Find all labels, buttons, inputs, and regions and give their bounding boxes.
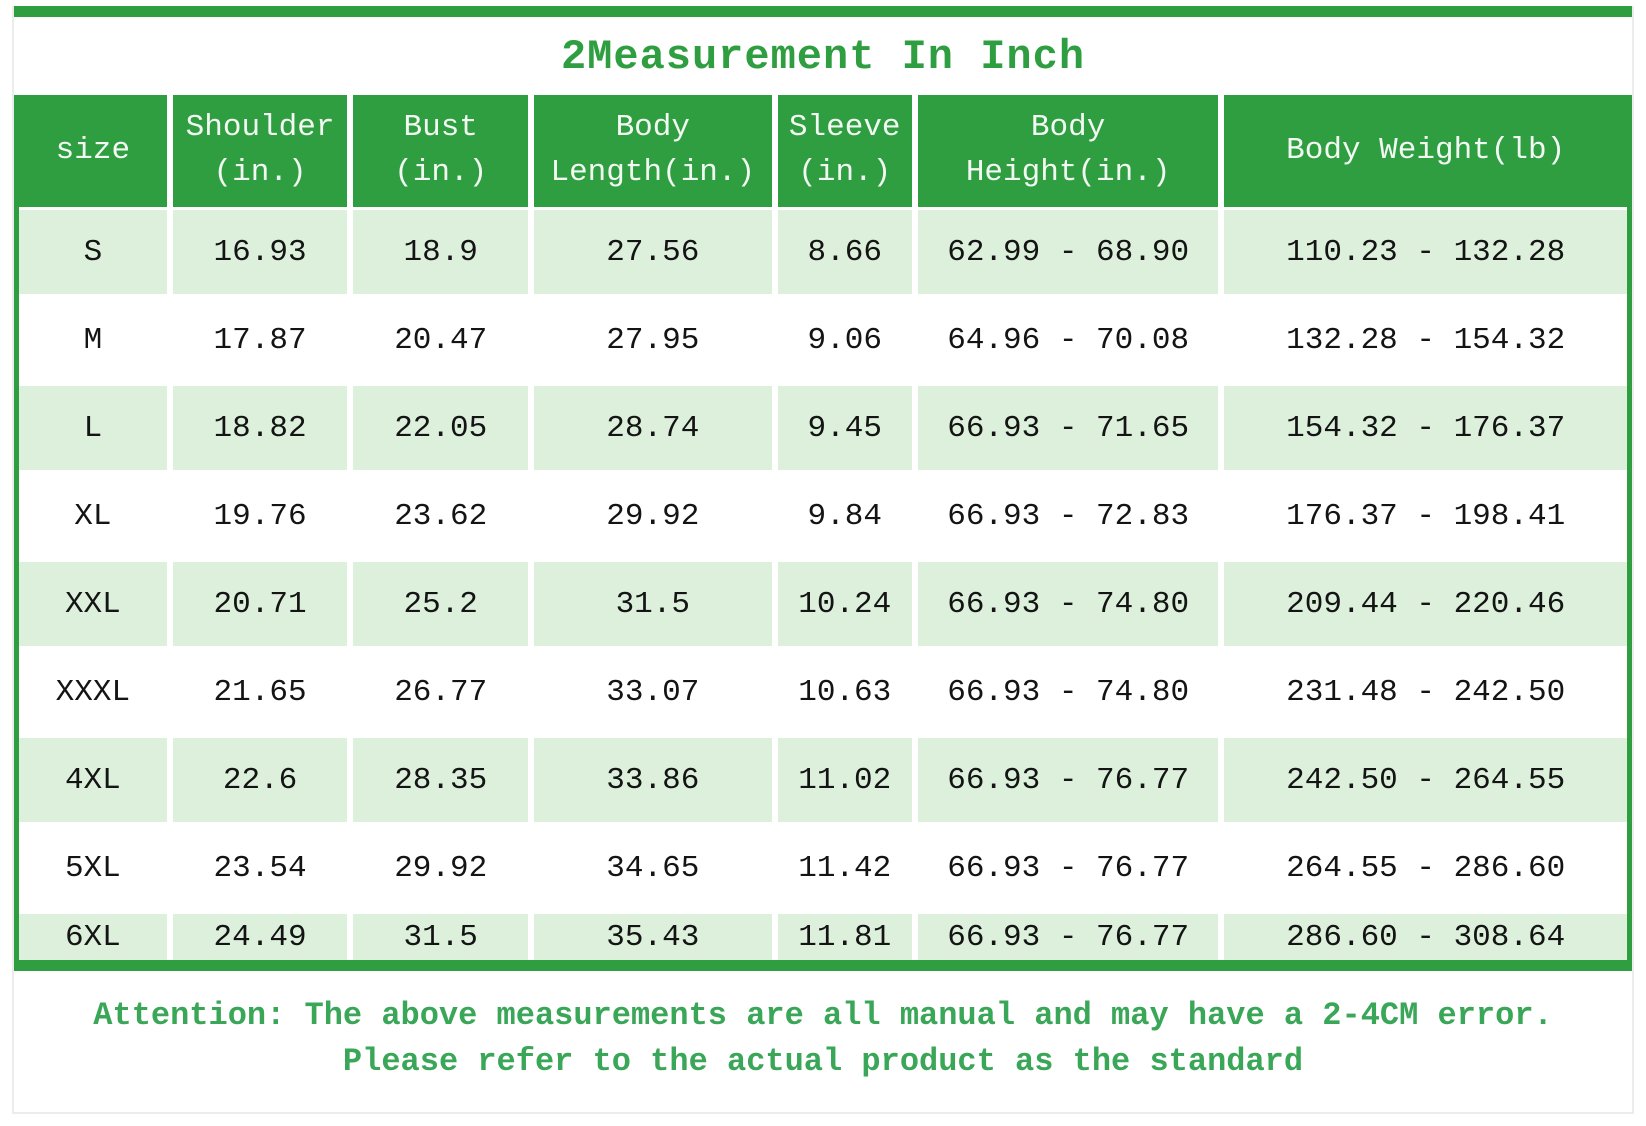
value-cell: 31.5 [350, 912, 535, 966]
value-cell: 27.95 [531, 296, 778, 386]
value-cell: 10.63 [774, 648, 918, 738]
value-cell: 9.84 [774, 472, 918, 562]
value-cell: 28.74 [531, 384, 778, 474]
table-header: size Shoulder (in.) Bust (in.) Body Length(in.… [16, 95, 1630, 210]
table-row-6xl: 6XL 24.49 31.5 35.43 11.81 66.93 - 76.77 286.6… [16, 912, 1630, 966]
value-cell: 264.55 - 286.60 [1221, 824, 1630, 914]
value-cell: 154.32 - 176.37 [1221, 384, 1630, 474]
value-cell: 31.5 [531, 560, 778, 650]
value-cell: 35.43 [531, 912, 778, 966]
value-cell: 209.44 - 220.46 [1221, 560, 1630, 650]
value-cell: 27.56 [531, 208, 778, 298]
value-cell: 19.76 [169, 472, 354, 562]
value-cell: 8.66 [774, 208, 918, 298]
value-cell: 22.05 [350, 384, 535, 474]
value-cell: 66.93 - 74.80 [914, 648, 1225, 738]
attention-line-1: Attention: The above measurements are al… [93, 997, 1553, 1034]
top-green-bar [14, 6, 1632, 17]
value-cell: 11.42 [774, 824, 918, 914]
value-cell: 18.9 [350, 208, 535, 298]
value-cell: 22.6 [169, 736, 354, 826]
value-cell: 25.2 [350, 560, 535, 650]
size-chart-table: size Shoulder (in.) Bust (in.) Body Length(in.… [14, 95, 1632, 971]
header-row: size Shoulder (in.) Bust (in.) Body Length(in.… [16, 95, 1630, 210]
table-body: S 16.93 18.9 27.56 8.66 62.99 - 68.90 110.23 -… [16, 208, 1630, 966]
value-cell: 29.92 [350, 824, 535, 914]
value-cell: 66.93 - 76.77 [914, 824, 1225, 914]
value-cell: 34.65 [531, 824, 778, 914]
size-cell: XXL [16, 560, 173, 650]
column-header-body-length-in: Body Length(in.) [531, 95, 778, 210]
value-cell: 66.93 - 74.80 [914, 560, 1225, 650]
page-title: 2Measurement In Inch [560, 33, 1086, 81]
value-cell: 17.87 [169, 296, 354, 386]
value-cell: 231.48 - 242.50 [1221, 648, 1630, 738]
size-cell: L [16, 384, 173, 474]
value-cell: 16.93 [169, 208, 354, 298]
value-cell: 66.93 - 71.65 [914, 384, 1225, 474]
value-cell: 18.82 [169, 384, 354, 474]
size-cell: XXXL [16, 648, 173, 738]
column-header-bust-in: Bust (in.) [350, 95, 535, 210]
column-header-shoulder-in: Shoulder (in.) [169, 95, 354, 210]
attention-line-2: Please refer to the actual product as th… [342, 1043, 1304, 1081]
value-cell: 62.99 - 68.90 [914, 208, 1225, 298]
table-row-l: L 18.82 22.05 28.74 9.45 66.93 - 71.65 154.32 … [16, 384, 1630, 474]
size-cell: XL [16, 472, 173, 562]
column-header-sleeve-in: Sleeve (in.) [774, 95, 918, 210]
value-cell: 9.45 [774, 384, 918, 474]
value-cell: 20.71 [169, 560, 354, 650]
size-cell: 4XL [16, 736, 173, 826]
table-row-xxxl: XXXL 21.65 26.77 33.07 10.63 66.93 - 74.80 231… [16, 648, 1630, 738]
column-header-body-weight-lb: Body Weight(lb) [1221, 95, 1630, 210]
table-row-m: M 17.87 20.47 27.95 9.06 64.96 - 70.08 132.28 … [16, 296, 1630, 386]
size-chart-panel: 2Measurement In Inch size Shoulder (in.) Bu… [12, 6, 1634, 1114]
value-cell: 24.49 [169, 912, 354, 966]
value-cell: 26.77 [350, 648, 535, 738]
value-cell: 132.28 - 154.32 [1221, 296, 1630, 386]
column-header-size: size [16, 95, 173, 210]
value-cell: 64.96 - 70.08 [914, 296, 1225, 386]
size-cell: S [16, 208, 173, 298]
value-cell: 9.06 [774, 296, 918, 386]
value-cell: 176.37 - 198.41 [1221, 472, 1630, 562]
value-cell: 11.02 [774, 736, 918, 826]
value-cell: 23.62 [350, 472, 535, 562]
value-cell: 23.54 [169, 824, 354, 914]
table-row-xl: XL 19.76 23.62 29.92 9.84 66.93 - 72.83 176.37… [16, 472, 1630, 562]
size-cell: 5XL [16, 824, 173, 914]
table-row-5xl: 5XL 23.54 29.92 34.65 11.42 66.93 - 76.77 264.… [16, 824, 1630, 914]
value-cell: 242.50 - 264.55 [1221, 736, 1630, 826]
value-cell: 66.93 - 76.77 [914, 912, 1225, 966]
table-row-4xl: 4XL 22.6 28.35 33.86 11.02 66.93 - 76.77 242.5… [16, 736, 1630, 826]
value-cell: 10.24 [774, 560, 918, 650]
table-row-xxl: XXL 20.71 25.2 31.5 10.24 66.93 - 74.80 209.44… [16, 560, 1630, 650]
size-cell: 6XL [16, 912, 173, 966]
attention-note: Attention: The above measurements are al… [14, 993, 1632, 1086]
value-cell: 28.35 [350, 736, 535, 826]
value-cell: 20.47 [350, 296, 535, 386]
value-cell: 66.93 - 76.77 [914, 736, 1225, 826]
table-row-s: S 16.93 18.9 27.56 8.66 62.99 - 68.90 110.23 -… [16, 208, 1630, 298]
column-header-body-height-in: Body Height(in.) [914, 95, 1225, 210]
size-cell: M [16, 296, 173, 386]
value-cell: 21.65 [169, 648, 354, 738]
value-cell: 29.92 [531, 472, 778, 562]
value-cell: 33.86 [531, 736, 778, 826]
value-cell: 11.81 [774, 912, 918, 966]
value-cell: 33.07 [531, 648, 778, 738]
value-cell: 110.23 - 132.28 [1221, 208, 1630, 298]
value-cell: 286.60 - 308.64 [1221, 912, 1630, 966]
value-cell: 66.93 - 72.83 [914, 472, 1225, 562]
